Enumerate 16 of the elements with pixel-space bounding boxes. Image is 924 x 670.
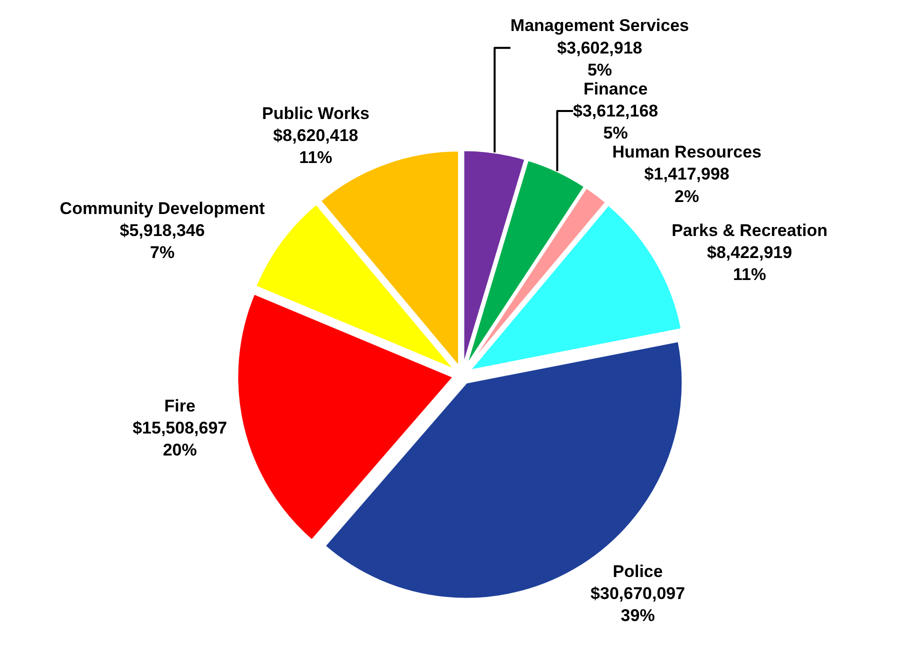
slice-label: Fire [164, 396, 196, 416]
slice-label: Public Works [262, 104, 370, 123]
slice-label: Parks & Recreation [672, 220, 828, 240]
data-label: $1,417,998 2% [644, 164, 730, 206]
data-label: $3,602,918 5% [557, 38, 642, 80]
slice-label: Community Development [60, 198, 266, 218]
data-label: $5,918,346 7% [120, 220, 205, 262]
slice-label: Human Resources [612, 142, 762, 162]
slice-label: Management Services [510, 16, 690, 36]
data-label: $15,508,697 20% [132, 418, 228, 460]
data-label: $8,422,919 11% [706, 242, 792, 284]
data-label: $8,620,418 11% [273, 126, 358, 168]
slice-label: Police [612, 562, 663, 581]
data-label: $30,670,097 39% [590, 584, 686, 625]
data-label: $3,612,168 5% [573, 102, 658, 143]
slice-label: Finance [583, 79, 648, 98]
